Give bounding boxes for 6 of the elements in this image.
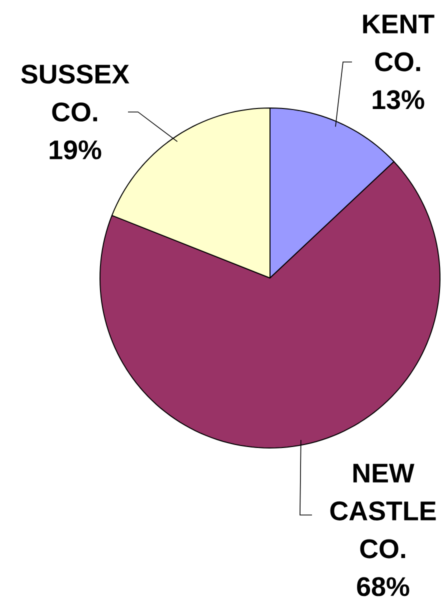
slice-label: KENT CO. bbox=[363, 14, 434, 72]
slice-label: SUSSEX CO. bbox=[21, 64, 130, 122]
data-label: 68% bbox=[357, 577, 410, 596]
data-label: 19% bbox=[50, 140, 102, 160]
slice-label: NEW CASTLE CO. bbox=[330, 464, 436, 558]
data-label: 13% bbox=[372, 90, 424, 110]
